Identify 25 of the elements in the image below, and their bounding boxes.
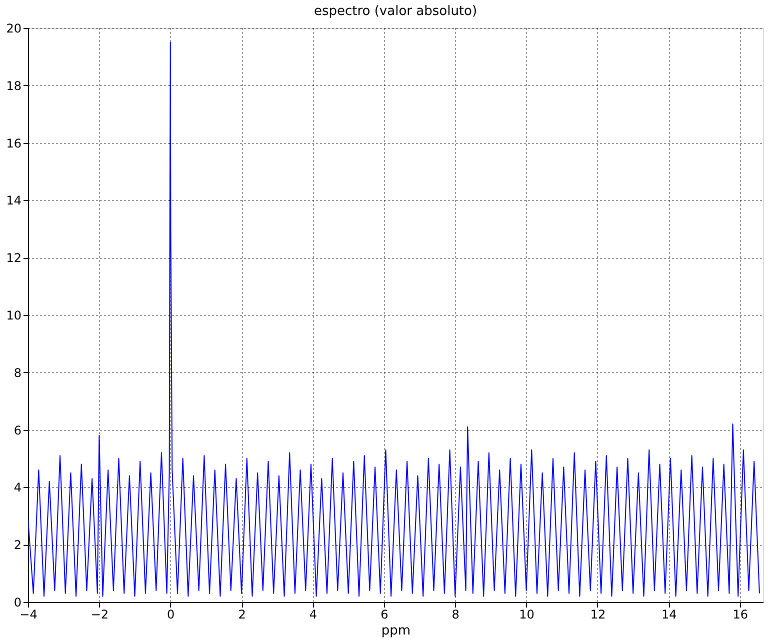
y-tick-label: 2 xyxy=(14,538,22,552)
y-tick-label: 0 xyxy=(14,596,22,610)
x-tick-label: 4 xyxy=(309,608,318,622)
y-tick-label: 14 xyxy=(6,194,22,208)
y-tick-label: 4 xyxy=(14,480,22,495)
line-series xyxy=(28,42,760,597)
x-tick-label: 0 xyxy=(167,608,175,622)
x-tick-label: 12 xyxy=(590,608,606,622)
x-tick-label: −4 xyxy=(20,608,38,622)
x-tick-label: 16 xyxy=(732,608,748,622)
x-tick-label: 8 xyxy=(452,608,460,622)
y-tick-label: 18 xyxy=(6,78,22,93)
x-tick-label: 6 xyxy=(380,608,388,622)
x-tick-label: 2 xyxy=(238,608,246,622)
x-tick-label: 10 xyxy=(519,608,534,622)
y-tick-label: 6 xyxy=(14,423,22,438)
y-tick-label: 16 xyxy=(6,136,22,150)
y-tick-label: 10 xyxy=(6,308,22,322)
x-tick-label: −2 xyxy=(90,608,109,622)
x-tick-label: 14 xyxy=(662,608,677,622)
y-tick-label: 20 xyxy=(6,22,22,36)
y-tick-label: 8 xyxy=(14,366,22,380)
x-axis-title: ppm xyxy=(381,624,411,638)
y-tick-label: 12 xyxy=(6,251,22,266)
chart-title: espectro (valor absoluto) xyxy=(314,4,478,19)
